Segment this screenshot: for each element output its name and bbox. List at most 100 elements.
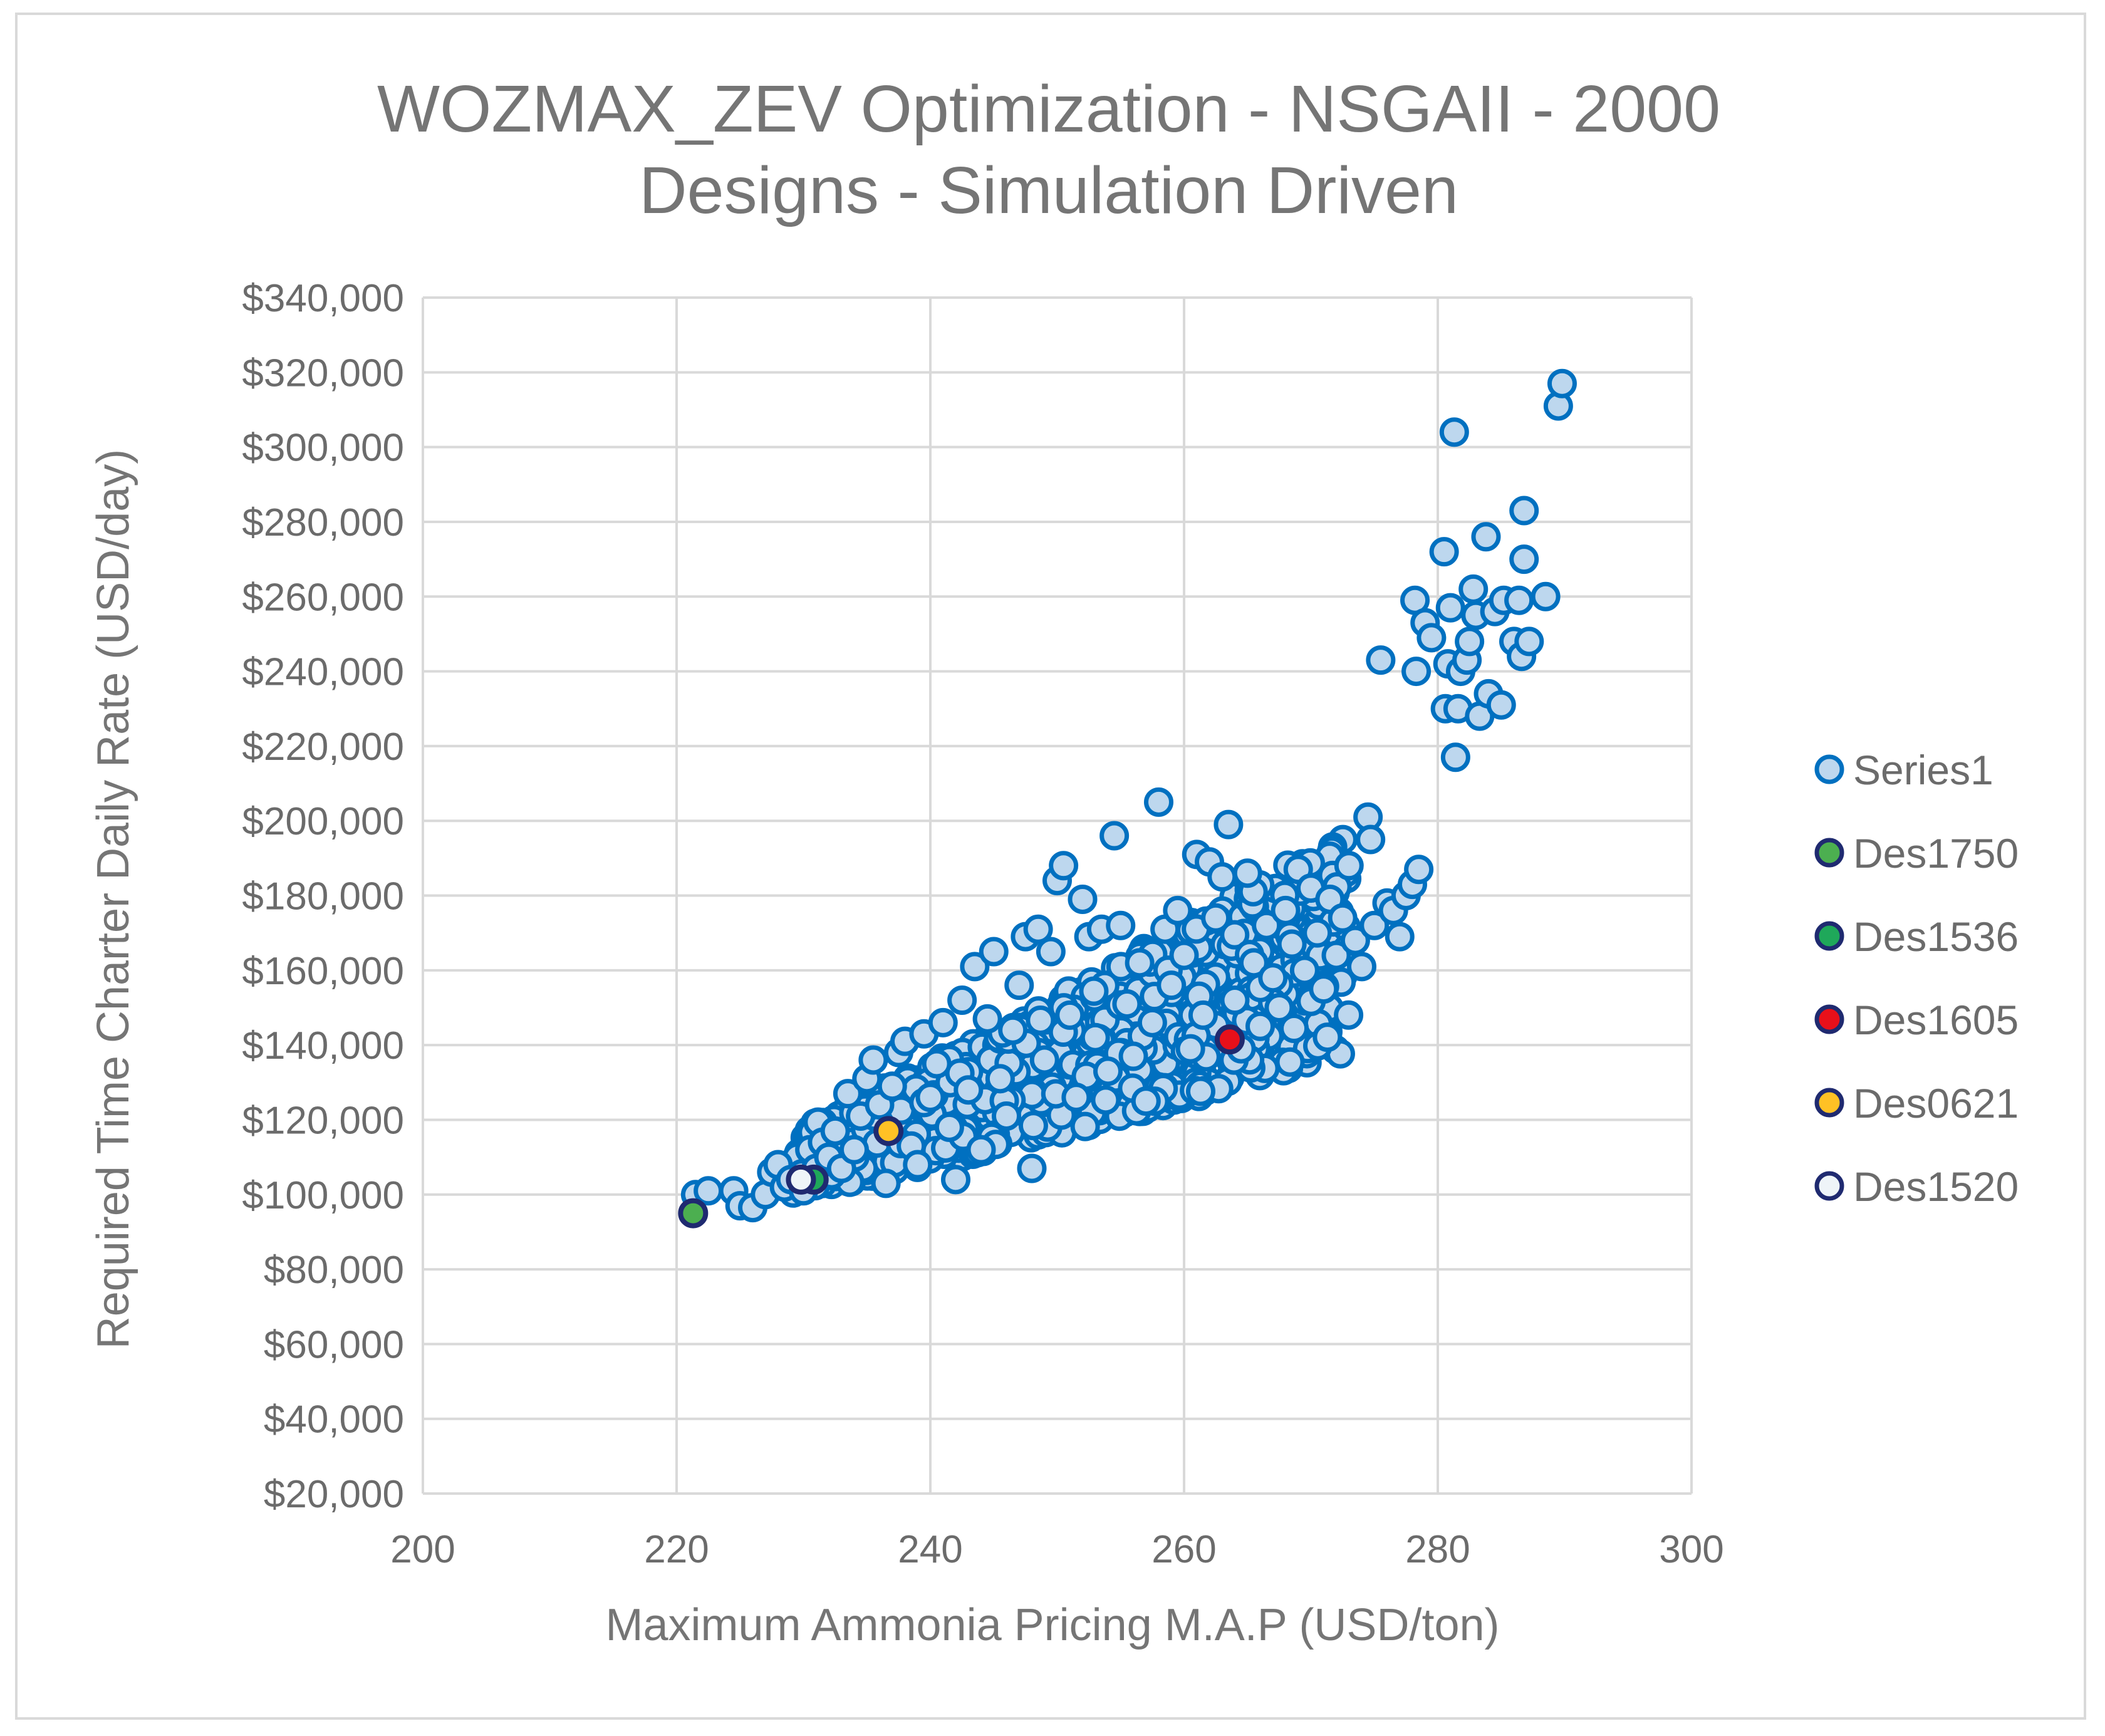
y-tick-label: $160,000 [242, 950, 404, 993]
series1-point [960, 952, 990, 982]
series1-point [934, 1112, 964, 1142]
series1-point [1435, 593, 1465, 623]
y-tick-label: $20,000 [264, 1473, 404, 1516]
legend-marker [1814, 838, 1844, 868]
series1-point [694, 1176, 724, 1206]
series1-point [1017, 1153, 1047, 1183]
series1-point [1309, 974, 1339, 1004]
x-tick-label: 300 [1659, 1528, 1723, 1571]
des1750-point [678, 1198, 709, 1229]
series1-point [1099, 821, 1130, 851]
series1-point [1440, 742, 1470, 772]
y-tick-label: $100,000 [242, 1174, 404, 1217]
series1-point [985, 1064, 1015, 1094]
x-axis-tick-labels: 200 220 240 260 280 300 [390, 1528, 1723, 1571]
series1-point [1385, 922, 1415, 952]
chart-title-line-1: WOZMAX_ZEV Optimization - NSGAII - 2000 [377, 72, 1720, 146]
series1-point [1334, 1000, 1364, 1030]
y-tick-label: $220,000 [242, 725, 404, 769]
series1-point [1312, 1022, 1343, 1053]
series1-point [820, 1116, 850, 1146]
series1-point [947, 985, 977, 1016]
series1-point [1277, 929, 1307, 959]
series1-point [1455, 626, 1485, 657]
y-tick-label: $320,000 [242, 351, 404, 395]
series1-point [839, 1135, 869, 1165]
series1-point [928, 1007, 958, 1037]
series1-point [1471, 522, 1501, 552]
x-tick-label: 220 [644, 1528, 709, 1571]
legend-marker [1814, 1088, 1844, 1118]
legend-marker [1814, 754, 1844, 784]
series1-point [1106, 910, 1136, 940]
series1-point [941, 1165, 970, 1195]
y-tick-label: $180,000 [242, 875, 404, 918]
series1-point [1271, 895, 1301, 925]
y-tick-label: $80,000 [264, 1249, 404, 1292]
x-axis-title: Maximum Ammonia Pricing M.A.P (USD/ton) [605, 1600, 1499, 1650]
series1-point [1029, 1045, 1059, 1075]
y-tick-label: $200,000 [242, 800, 404, 843]
series1-point [954, 1075, 984, 1105]
legend-marker [1814, 1171, 1844, 1201]
series1-point [1366, 645, 1396, 675]
series1-point [1439, 417, 1469, 447]
x-tick-label: 240 [898, 1528, 962, 1571]
series1-point [979, 937, 1009, 967]
series1-point [877, 1071, 907, 1101]
x-tick-label: 200 [390, 1528, 455, 1571]
series1-point [1275, 1047, 1305, 1077]
series1-point [1509, 496, 1539, 526]
series1-point [1137, 1007, 1167, 1037]
y-tick-label: $60,000 [264, 1323, 404, 1366]
legend-marker [1814, 921, 1844, 951]
series1-point [1359, 910, 1390, 940]
x-tick-label: 260 [1151, 1528, 1216, 1571]
series1-point [1061, 1083, 1091, 1113]
chart-title: WOZMAX_ZEV Optimization - NSGAII - 2000 … [377, 72, 1720, 227]
series1-point [1429, 537, 1459, 567]
series1-point [1214, 809, 1244, 839]
des1605-point [1214, 1024, 1245, 1055]
series1-point [1049, 851, 1079, 881]
series1-point [858, 1045, 888, 1075]
y-tick-label: $340,000 [242, 277, 404, 320]
series1-point [1079, 976, 1109, 1006]
series1-point [1252, 910, 1282, 940]
series1-point [1125, 948, 1155, 978]
des1520-point [786, 1164, 816, 1195]
series1-point [1340, 925, 1370, 955]
series1-point [1220, 985, 1250, 1016]
series1-point [998, 1015, 1028, 1045]
legend-label: Des1536 [1853, 913, 2019, 960]
series1-point [903, 1150, 933, 1180]
series1-point [1026, 1005, 1056, 1035]
data-points [678, 368, 1577, 1229]
series1-point [1321, 940, 1351, 970]
series1-point [1004, 970, 1034, 1001]
series1-point [1118, 1041, 1148, 1071]
series1-point [1185, 1076, 1215, 1106]
series1-point [1486, 690, 1516, 720]
series1-point [1156, 970, 1187, 1001]
series1-point [972, 1004, 1002, 1034]
series1-point [1036, 937, 1066, 967]
y-tick-label: $40,000 [264, 1398, 404, 1442]
series1-point [1055, 1000, 1085, 1030]
series1-point [1112, 989, 1142, 1019]
series1-point [1080, 1022, 1110, 1053]
legend-label: Des1605 [1853, 997, 2019, 1043]
series1-point [1401, 657, 1432, 687]
series1-point [1175, 1034, 1205, 1064]
y-axis-tick-labels: $20,000 $40,000 $60,000 $80,000 $100,000 $120… [242, 277, 404, 1516]
series1-point [1091, 1085, 1121, 1115]
legend-label: Des0621 [1853, 1080, 2019, 1126]
series1-point [1144, 787, 1173, 817]
chart-title-line-2: Designs - Simulation Driven [639, 153, 1458, 227]
series1-point [1328, 903, 1358, 933]
series1-point [1258, 963, 1288, 993]
series1-point [1416, 623, 1447, 653]
y-tick-label: $120,000 [242, 1099, 404, 1142]
series1-point [1093, 1056, 1123, 1086]
